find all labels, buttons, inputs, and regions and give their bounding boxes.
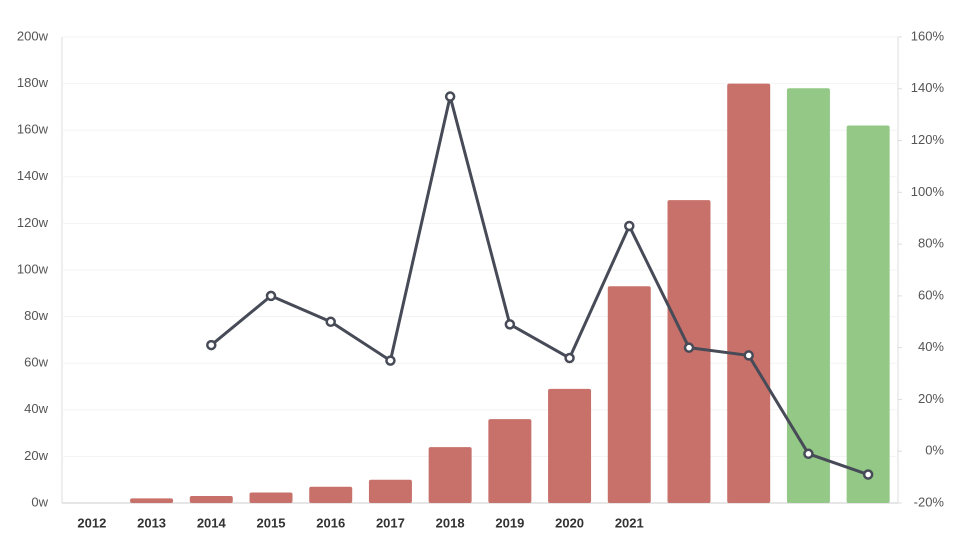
bar [846, 125, 890, 503]
x-tick-label: 2014 [197, 515, 227, 530]
line-point [564, 352, 575, 364]
line-point [206, 339, 217, 351]
bar [368, 479, 412, 503]
line [210, 95, 869, 476]
y-tick-label: 160w [17, 122, 49, 137]
y-tick-label: 100w [17, 261, 49, 276]
x-tick-label: 2013 [137, 515, 166, 530]
y-tick-label: 120w [17, 215, 49, 230]
y2-tick-label: 100% [911, 184, 945, 199]
y2-tick-label: 40% [918, 339, 944, 354]
line-point [862, 469, 874, 480]
bar [786, 88, 830, 503]
y-tick-label: 20w [24, 448, 48, 463]
line-point [265, 290, 277, 302]
line-point [624, 220, 635, 232]
bar [548, 388, 592, 503]
y2-tick-label: 120% [911, 132, 945, 147]
x-tick-label: 2017 [376, 515, 405, 530]
y-tick-label: 0w [31, 494, 48, 509]
line-point [504, 319, 516, 330]
x-tick-label: 2018 [436, 515, 465, 530]
y2-tick-label: 140% [911, 80, 945, 95]
line-point [743, 350, 754, 361]
y2-tick-label: 60% [918, 287, 944, 302]
line-point [385, 355, 396, 366]
x-tick-label: 2016 [316, 515, 345, 530]
bar [428, 447, 472, 503]
x-tick-label: 2021 [615, 515, 644, 530]
y-tick-label: 200w [17, 28, 49, 43]
y-tick-label: 60w [24, 355, 48, 370]
bar [727, 83, 771, 503]
line-point [444, 91, 456, 102]
bar [488, 419, 532, 503]
bar [607, 286, 651, 503]
x-tick-label: 2020 [555, 515, 584, 530]
line-point [325, 316, 336, 328]
y2-tick-label: 20% [918, 391, 944, 406]
y-tick-label: 80w [24, 308, 48, 323]
y2-tick-label: 160% [911, 28, 945, 43]
y-tick-label: 180w [17, 75, 49, 90]
bar [189, 496, 233, 503]
line-point [683, 342, 695, 353]
y2-tick-label: 0% [925, 443, 944, 458]
bar [309, 486, 353, 503]
x-tick-label: 2015 [257, 515, 286, 530]
y2-tick-label: -20% [914, 494, 945, 509]
x-tick-label: 2012 [77, 515, 106, 530]
bar [130, 498, 174, 503]
y2-tick-label: 80% [918, 236, 944, 251]
y-tick-label: 40w [24, 401, 48, 416]
y-tick-label: 140w [17, 168, 49, 183]
line-point [803, 448, 814, 460]
x-tick-label: 2019 [495, 515, 524, 530]
bar [249, 492, 293, 503]
